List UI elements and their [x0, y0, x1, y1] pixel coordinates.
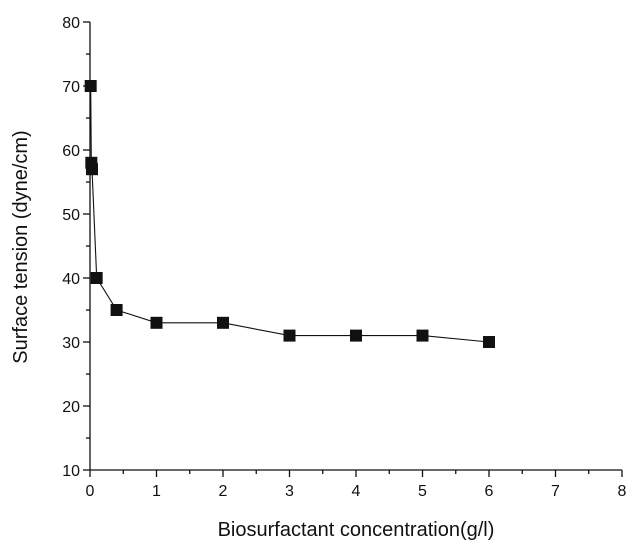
x-tick-label: 7	[551, 483, 560, 500]
series	[84, 80, 495, 348]
data-point-marker	[217, 316, 229, 329]
y-tick-label: 40	[62, 271, 80, 288]
x-tick-label: 5	[418, 483, 427, 500]
data-point-marker	[416, 329, 429, 342]
x-tick-label: 8	[618, 483, 627, 500]
data-point-marker	[150, 316, 163, 329]
x-axis-label: Biosurfactant concentration(g/l)	[218, 519, 495, 541]
data-point-marker	[483, 336, 495, 348]
y-tick-label: 80	[62, 15, 80, 32]
x-tick-label: 2	[219, 483, 228, 500]
x-tick-label: 3	[285, 483, 294, 500]
y-tick-label: 60	[62, 143, 80, 160]
y-tick-label: 10	[62, 463, 80, 480]
data-point-marker	[350, 329, 362, 342]
data-point-marker	[90, 272, 103, 284]
x-tick-label: 6	[485, 483, 494, 500]
data-point-marker	[110, 304, 123, 316]
ticks: 0 1 2 3 4 5 6 7 8 10 20 30 40 50 60 70 80	[62, 15, 626, 500]
y-tick-label: 50	[62, 207, 80, 224]
data-point-marker	[85, 163, 98, 176]
y-tick-label: 30	[62, 335, 80, 352]
data-point-marker	[84, 80, 97, 92]
x-tick-label: 1	[152, 483, 161, 500]
series-line	[90, 85, 490, 343]
axes	[89, 22, 622, 471]
y-tick-label: 70	[62, 79, 80, 96]
x-tick-label: 0	[86, 483, 95, 500]
y-tick-label: 20	[62, 399, 80, 416]
x-tick-label: 4	[352, 483, 361, 500]
y-axis-label: Surface tension (dyne/cm)	[10, 130, 32, 363]
data-point-marker	[283, 329, 296, 342]
